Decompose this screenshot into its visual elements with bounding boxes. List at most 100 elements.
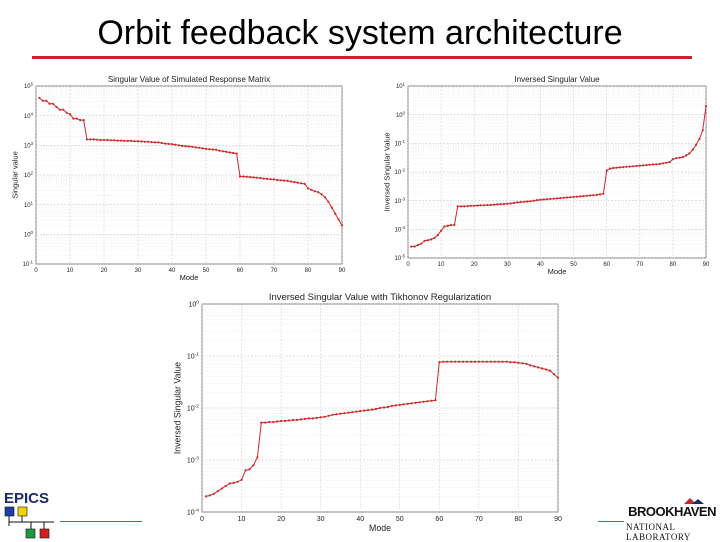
data-point <box>539 198 542 201</box>
data-point <box>194 146 197 149</box>
y-tick-label: 10-2 <box>187 404 199 413</box>
data-point <box>317 191 320 194</box>
data-point <box>201 147 204 150</box>
data-point <box>505 360 508 363</box>
data-point <box>529 364 532 367</box>
data-point <box>311 417 314 420</box>
data-point <box>164 142 167 145</box>
data-point <box>51 102 55 105</box>
data-point <box>691 148 694 151</box>
data-point <box>661 162 665 165</box>
data-point <box>533 365 536 368</box>
data-point <box>272 178 276 181</box>
data-point <box>608 167 612 170</box>
x-tick-label: 90 <box>703 262 710 268</box>
data-point <box>291 418 295 422</box>
data-point <box>526 200 529 203</box>
data-point <box>615 166 618 169</box>
data-point <box>248 468 251 471</box>
data-point <box>695 143 698 146</box>
data-point <box>92 138 95 141</box>
data-point <box>628 165 631 168</box>
data-point <box>481 360 484 363</box>
data-point <box>272 420 275 424</box>
data-point <box>184 145 187 148</box>
y-tick-label: 103 <box>24 141 34 149</box>
y-tick-label: 10-4 <box>395 225 406 233</box>
data-point <box>236 480 239 483</box>
data-point <box>512 201 516 205</box>
data-point <box>89 138 92 141</box>
data-point <box>293 181 296 184</box>
chart-title: Inversed Singular Value <box>514 75 600 84</box>
epics-logo-text: EPICS <box>4 490 50 507</box>
data-point <box>556 376 560 379</box>
data-point <box>675 157 678 160</box>
data-point <box>493 203 496 206</box>
data-point <box>592 194 595 197</box>
data-point <box>469 204 472 207</box>
data-point <box>109 139 112 142</box>
data-point <box>320 193 323 196</box>
data-point <box>147 140 150 143</box>
data-point <box>423 239 426 242</box>
data-point <box>228 482 231 485</box>
data-point <box>218 149 221 152</box>
data-point <box>681 156 684 159</box>
data-point <box>410 245 413 248</box>
data-point <box>359 410 362 413</box>
data-point <box>238 175 242 178</box>
data-point <box>221 150 225 153</box>
data-point <box>569 196 572 199</box>
data-point <box>479 204 482 207</box>
data-point <box>249 176 252 179</box>
data-point <box>562 196 565 199</box>
y-tick-label: 10-3 <box>187 456 199 465</box>
data-point <box>622 166 625 169</box>
data-point <box>126 139 129 142</box>
x-tick-label: 40 <box>356 516 364 523</box>
data-point <box>68 113 72 116</box>
data-point <box>143 140 146 143</box>
data-point <box>598 193 602 196</box>
data-point <box>260 421 263 424</box>
data-point <box>300 182 303 185</box>
x-tick-label: 20 <box>277 516 285 523</box>
chart-inversed-singular-tikhonov: 10-4 10-3 10-2 10-1 100 0 10 20 30 40 50 60 70 80 90 In… <box>172 292 562 533</box>
x-axis-label: Mode <box>369 523 391 533</box>
data-point <box>454 360 457 363</box>
brookhaven-logo: BROOKHAVEN NATIONAL LABORATORY <box>626 498 718 542</box>
data-point <box>497 360 500 363</box>
x-tick-label: 30 <box>504 262 511 268</box>
data-point <box>284 419 287 423</box>
data-point <box>232 481 235 484</box>
data-point <box>651 163 655 166</box>
data-point <box>541 367 544 370</box>
data-point <box>618 166 621 169</box>
x-tick-label: 70 <box>636 262 643 268</box>
data-point <box>289 180 293 183</box>
data-point <box>335 413 338 416</box>
data-point <box>655 163 658 166</box>
data-point <box>75 117 78 120</box>
data-point <box>313 190 316 193</box>
footer-line-left <box>60 521 142 522</box>
data-point <box>386 405 389 409</box>
data-point <box>519 201 522 204</box>
data-point <box>259 176 262 180</box>
data-point <box>555 197 559 200</box>
data-point <box>685 154 688 157</box>
data-point <box>319 416 322 419</box>
data-point <box>266 177 269 180</box>
data-point <box>390 404 393 407</box>
data-point <box>625 165 628 168</box>
data-point <box>208 148 211 151</box>
data-point <box>204 147 208 150</box>
data-point <box>245 175 248 178</box>
data-point <box>82 119 85 122</box>
data-point <box>430 238 433 241</box>
data-point <box>559 197 562 200</box>
chart-title: Singular Value of Simulated Response Mat… <box>108 75 270 84</box>
data-point <box>462 360 465 363</box>
data-point <box>167 142 170 145</box>
